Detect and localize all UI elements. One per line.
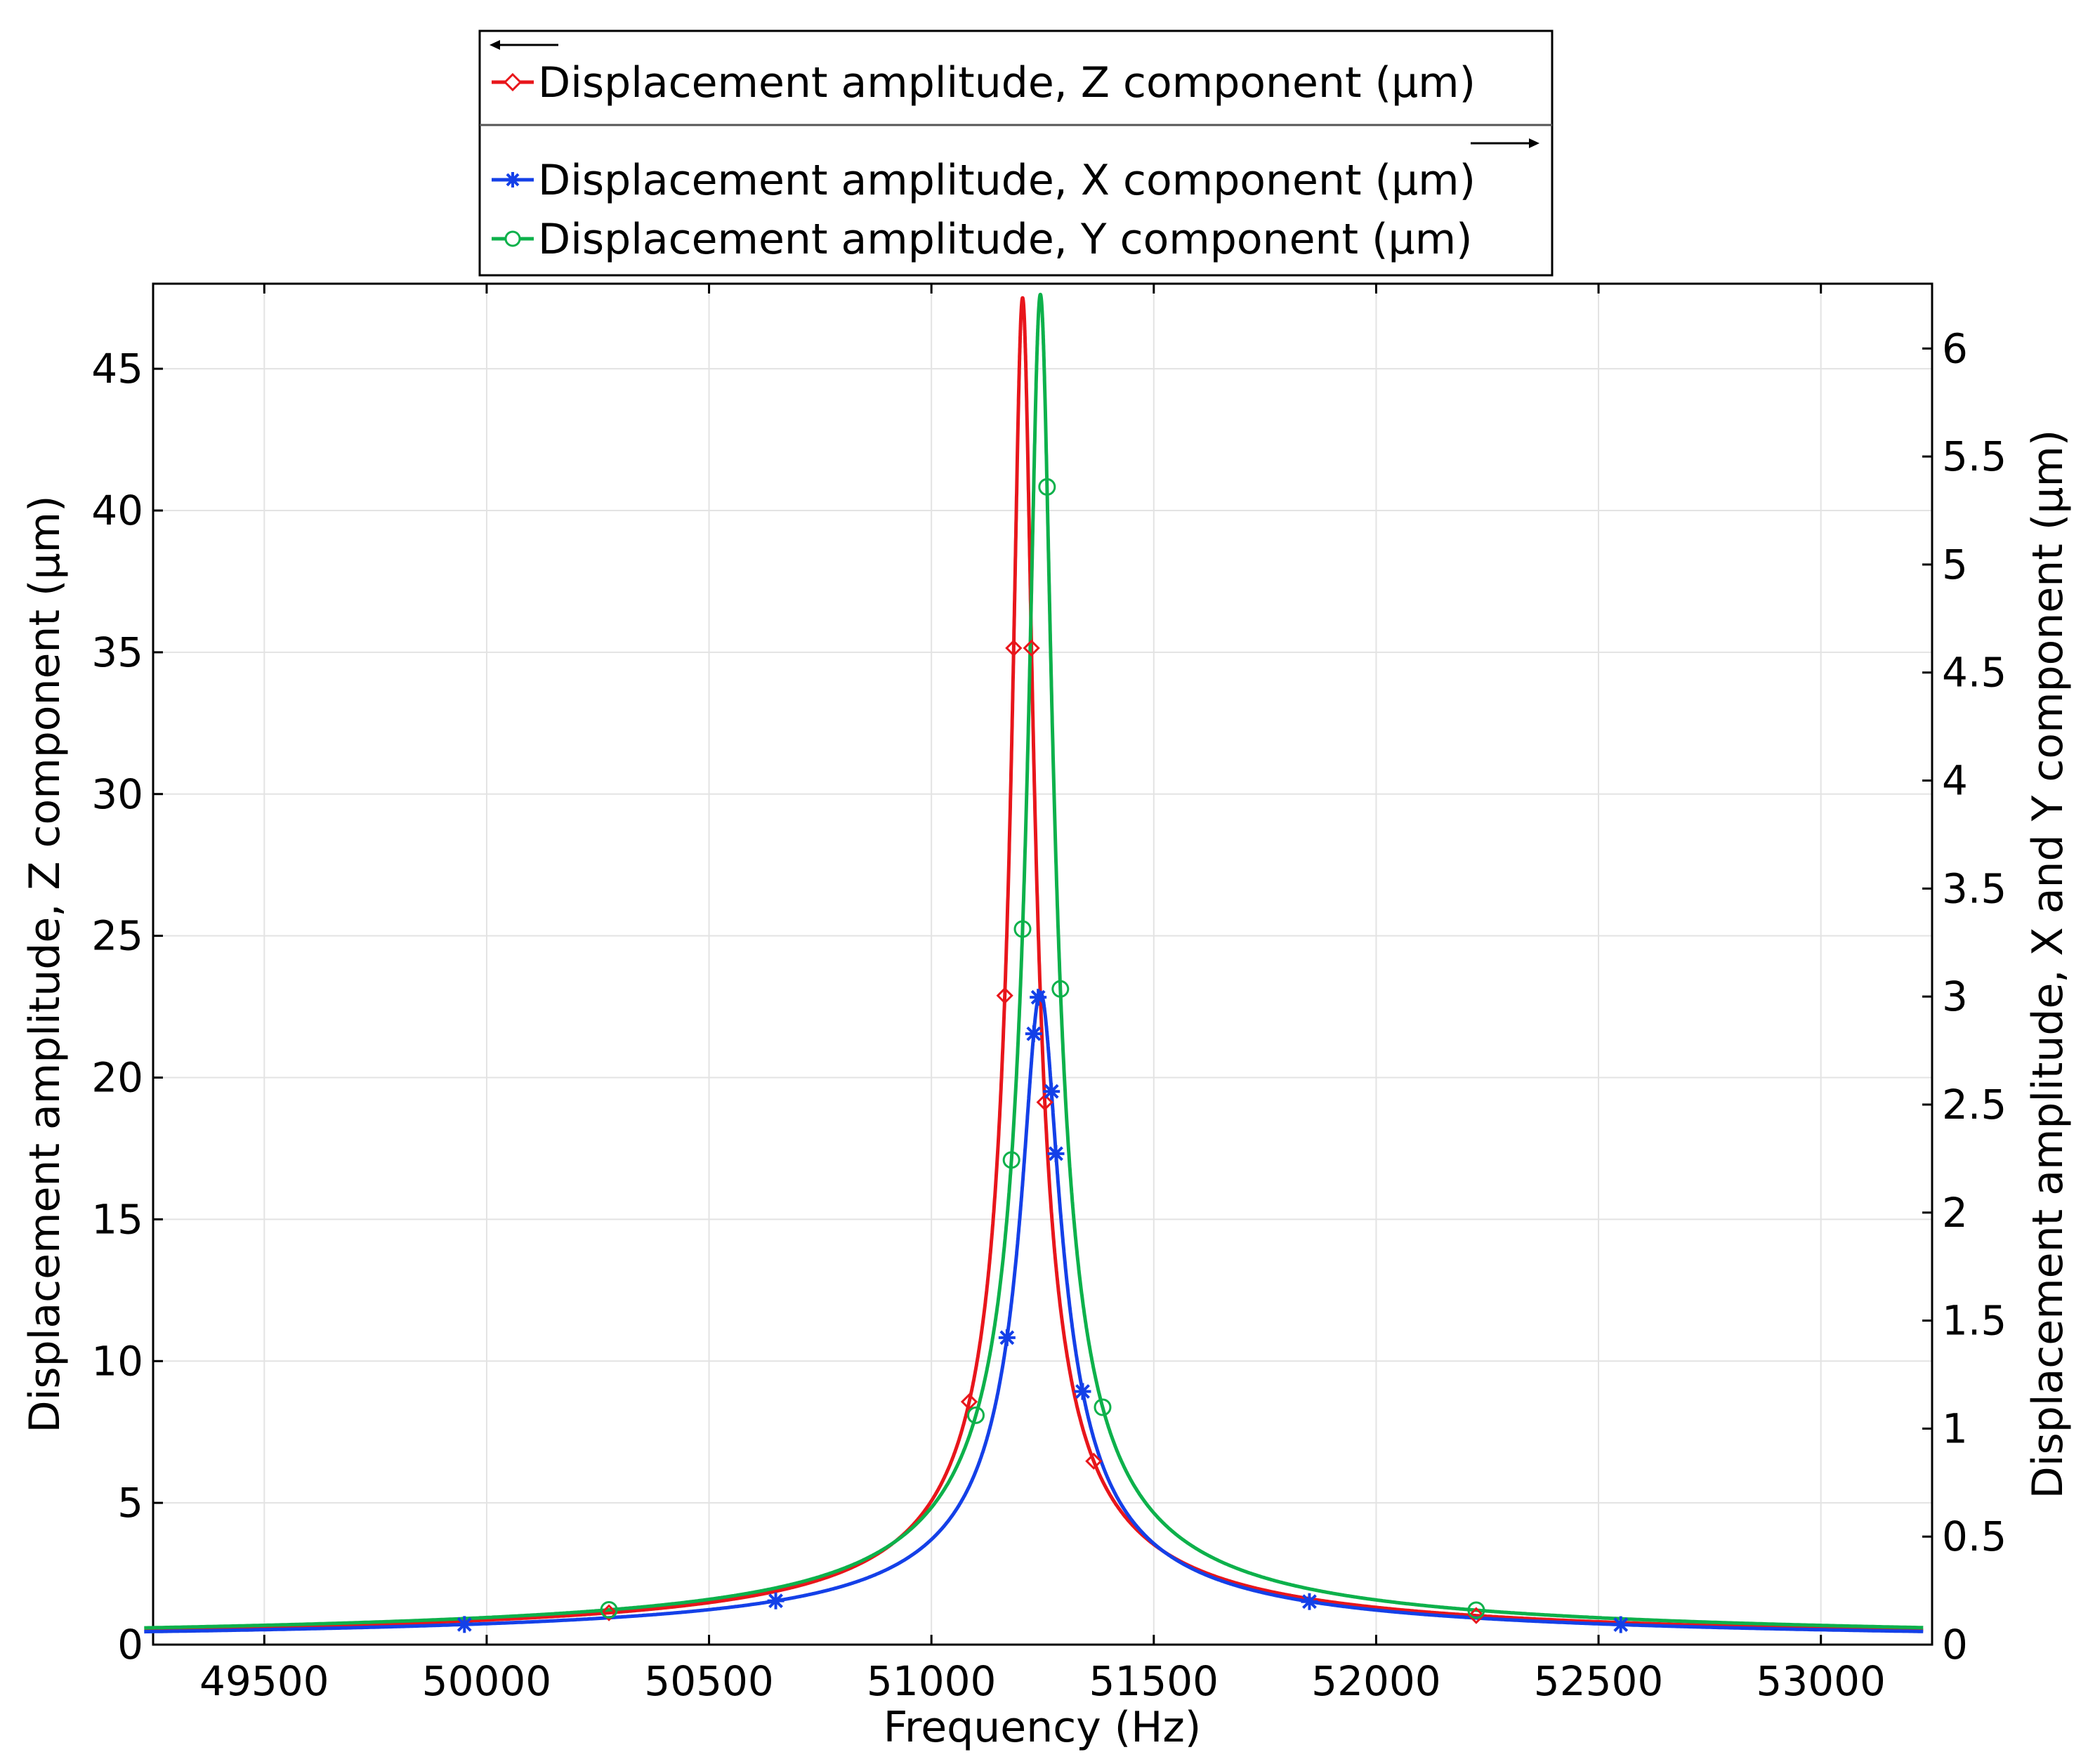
right-axis-arrow-icon [1471, 138, 1539, 148]
y-axis-left-label: Displacement amplitude, Z component (µm) [20, 496, 70, 1433]
y-right-tick-label: 4.5 [1942, 649, 2007, 697]
y-right-tick-label: 0 [1942, 1621, 1968, 1668]
data-point-diamond [1036, 1093, 1053, 1111]
star-stroke [1044, 1084, 1059, 1099]
y-right-tick-label: 4 [1942, 757, 1968, 805]
star-stroke [457, 1617, 472, 1632]
x-tick-label: 51500 [1089, 1657, 1219, 1705]
y-right-tick-label: 5.5 [1942, 433, 2007, 480]
y-right-tick-label: 6 [1942, 324, 1968, 372]
y-left-tick-label: 0 [117, 1621, 143, 1668]
legend-entry-z: Displacement amplitude, Z component (µm) [492, 58, 1476, 107]
legend: Displacement amplitude, Z component (µm)… [478, 29, 1554, 277]
left-axis-arrow-icon [490, 40, 558, 50]
data-point-circle [1013, 920, 1032, 938]
data-point-diamond [1023, 639, 1040, 657]
x-axis-label: Frequency (Hz) [884, 1703, 1201, 1752]
star-stroke [1302, 1594, 1317, 1610]
legend-label-y: Displacement amplitude, Y component (µm) [538, 215, 1473, 264]
star-stroke [1613, 1617, 1629, 1632]
data-point-diamond [996, 987, 1013, 1004]
data-point-star [1047, 1145, 1065, 1162]
y-left-tick-label: 20 [91, 1054, 143, 1102]
plot-area [152, 282, 1933, 1646]
data-point-circle [1094, 1398, 1112, 1416]
data-point-star [1301, 1593, 1318, 1610]
data-point-circle [1038, 478, 1056, 496]
star-stroke [999, 1330, 1015, 1345]
data-point-diamond [600, 1604, 618, 1621]
series-curves [144, 292, 1924, 1634]
y-right-tick-label: 3.5 [1942, 864, 2007, 912]
legend-label-x: Displacement amplitude, X component (µm) [538, 156, 1476, 205]
data-point-star [1612, 1616, 1629, 1633]
x-tick-label: 49500 [199, 1657, 329, 1705]
y-axis-right-label: Displacement amplitude, X and Y componen… [2023, 430, 2073, 1499]
y-right-tick-label: 1.5 [1942, 1297, 2007, 1345]
data-point-circle [967, 1406, 985, 1424]
data-point-star [1074, 1383, 1091, 1400]
series-line-1 [144, 990, 1924, 1634]
series-line-2 [144, 292, 1924, 1630]
y-right-tick-label: 5 [1942, 541, 1968, 588]
data-point-star [456, 1616, 473, 1633]
legend-entry-y: Displacement amplitude, Y component (µm) [492, 215, 1473, 264]
data-point-star [767, 1592, 784, 1610]
data-point-circle [1467, 1601, 1485, 1619]
data-point-star [1030, 989, 1047, 1006]
data-point-diamond [960, 1393, 978, 1411]
star-stroke [1075, 1384, 1090, 1399]
y-left-tick-label: 15 [91, 1195, 143, 1243]
y-left-tick-label: 45 [91, 345, 143, 393]
y-right-tick-label: 2 [1942, 1189, 1968, 1237]
y-left-tick-label: 30 [91, 770, 143, 818]
data-point-diamond [1467, 1607, 1485, 1624]
x-tick-label: 53000 [1756, 1657, 1886, 1705]
y-right-tick-label: 1 [1942, 1404, 1968, 1452]
legend-box [478, 29, 1554, 277]
data-point-diamond [1005, 639, 1023, 657]
data-point-circle [600, 1600, 618, 1619]
data-point-star [1043, 1083, 1061, 1100]
data-point-circle [1051, 980, 1070, 998]
axis-ticks: 49500 50000 50500 51000 51500 52000 52500 53000… [91, 284, 2007, 1705]
y-left-tick-label: 10 [91, 1337, 143, 1385]
series-line-0 [144, 296, 1924, 1632]
y-right-tick-label: 0.5 [1942, 1513, 2007, 1560]
star-stroke [1049, 1146, 1063, 1161]
data-point-star [1025, 1025, 1042, 1043]
y-right-tick-label: 3 [1942, 973, 1968, 1020]
x-tick-label: 50000 [422, 1657, 552, 1705]
y-left-tick-label: 35 [91, 628, 143, 676]
data-point-circle [1002, 1151, 1020, 1169]
star-stroke [768, 1593, 783, 1609]
y-left-tick-label: 40 [91, 487, 143, 534]
legend-entry-x: Displacement amplitude, X component (µm) [492, 156, 1476, 205]
star-marker-icon [505, 172, 520, 187]
x-tick-label: 52000 [1311, 1657, 1441, 1705]
x-tick-label: 52500 [1534, 1657, 1664, 1705]
data-point-star [998, 1329, 1016, 1346]
series-markers [456, 478, 1629, 1633]
data-point-diamond [1085, 1452, 1103, 1470]
legend-label-z: Displacement amplitude, Z component (µm) [538, 58, 1476, 107]
y-left-tick-label: 25 [91, 912, 143, 960]
grid [153, 284, 1932, 1645]
star-stroke [1030, 989, 1046, 1005]
x-tick-label: 51000 [867, 1657, 997, 1705]
x-tick-label: 50500 [644, 1657, 774, 1705]
star-stroke [1026, 1026, 1042, 1041]
y-right-tick-label: 2.5 [1942, 1081, 2007, 1128]
diamond-marker-icon [503, 72, 523, 92]
y-left-tick-label: 5 [117, 1479, 143, 1527]
circle-marker-icon [504, 230, 521, 247]
